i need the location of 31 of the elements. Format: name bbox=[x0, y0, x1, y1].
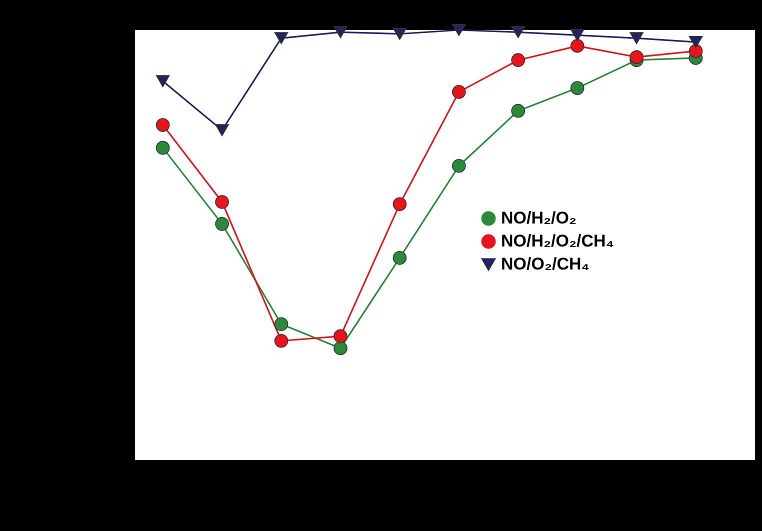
legend-label: NO/H₂/O₂ bbox=[501, 208, 577, 228]
point bbox=[511, 104, 526, 118]
point bbox=[570, 39, 584, 53]
point bbox=[570, 29, 584, 42]
point bbox=[334, 26, 348, 38]
point bbox=[215, 124, 229, 136]
point bbox=[392, 250, 407, 265]
point bbox=[688, 36, 703, 48]
point bbox=[452, 85, 466, 99]
point bbox=[452, 158, 466, 173]
point bbox=[334, 341, 348, 356]
point bbox=[215, 217, 229, 231]
point bbox=[392, 197, 407, 212]
point bbox=[688, 44, 703, 58]
point bbox=[274, 32, 288, 44]
point bbox=[156, 75, 170, 88]
point bbox=[570, 81, 584, 95]
point bbox=[630, 32, 644, 44]
point bbox=[392, 28, 407, 40]
legend-label: NO/H₂/O₂/CH₄ bbox=[501, 232, 614, 250]
point bbox=[630, 50, 644, 64]
legend-label: NO/O₂/CH₄ bbox=[501, 254, 590, 274]
point bbox=[156, 140, 170, 155]
point bbox=[334, 329, 348, 344]
point bbox=[452, 24, 466, 36]
point bbox=[511, 26, 526, 38]
point bbox=[274, 317, 288, 332]
point bbox=[156, 118, 170, 132]
point bbox=[215, 195, 229, 209]
point bbox=[511, 53, 526, 68]
point bbox=[274, 334, 288, 348]
